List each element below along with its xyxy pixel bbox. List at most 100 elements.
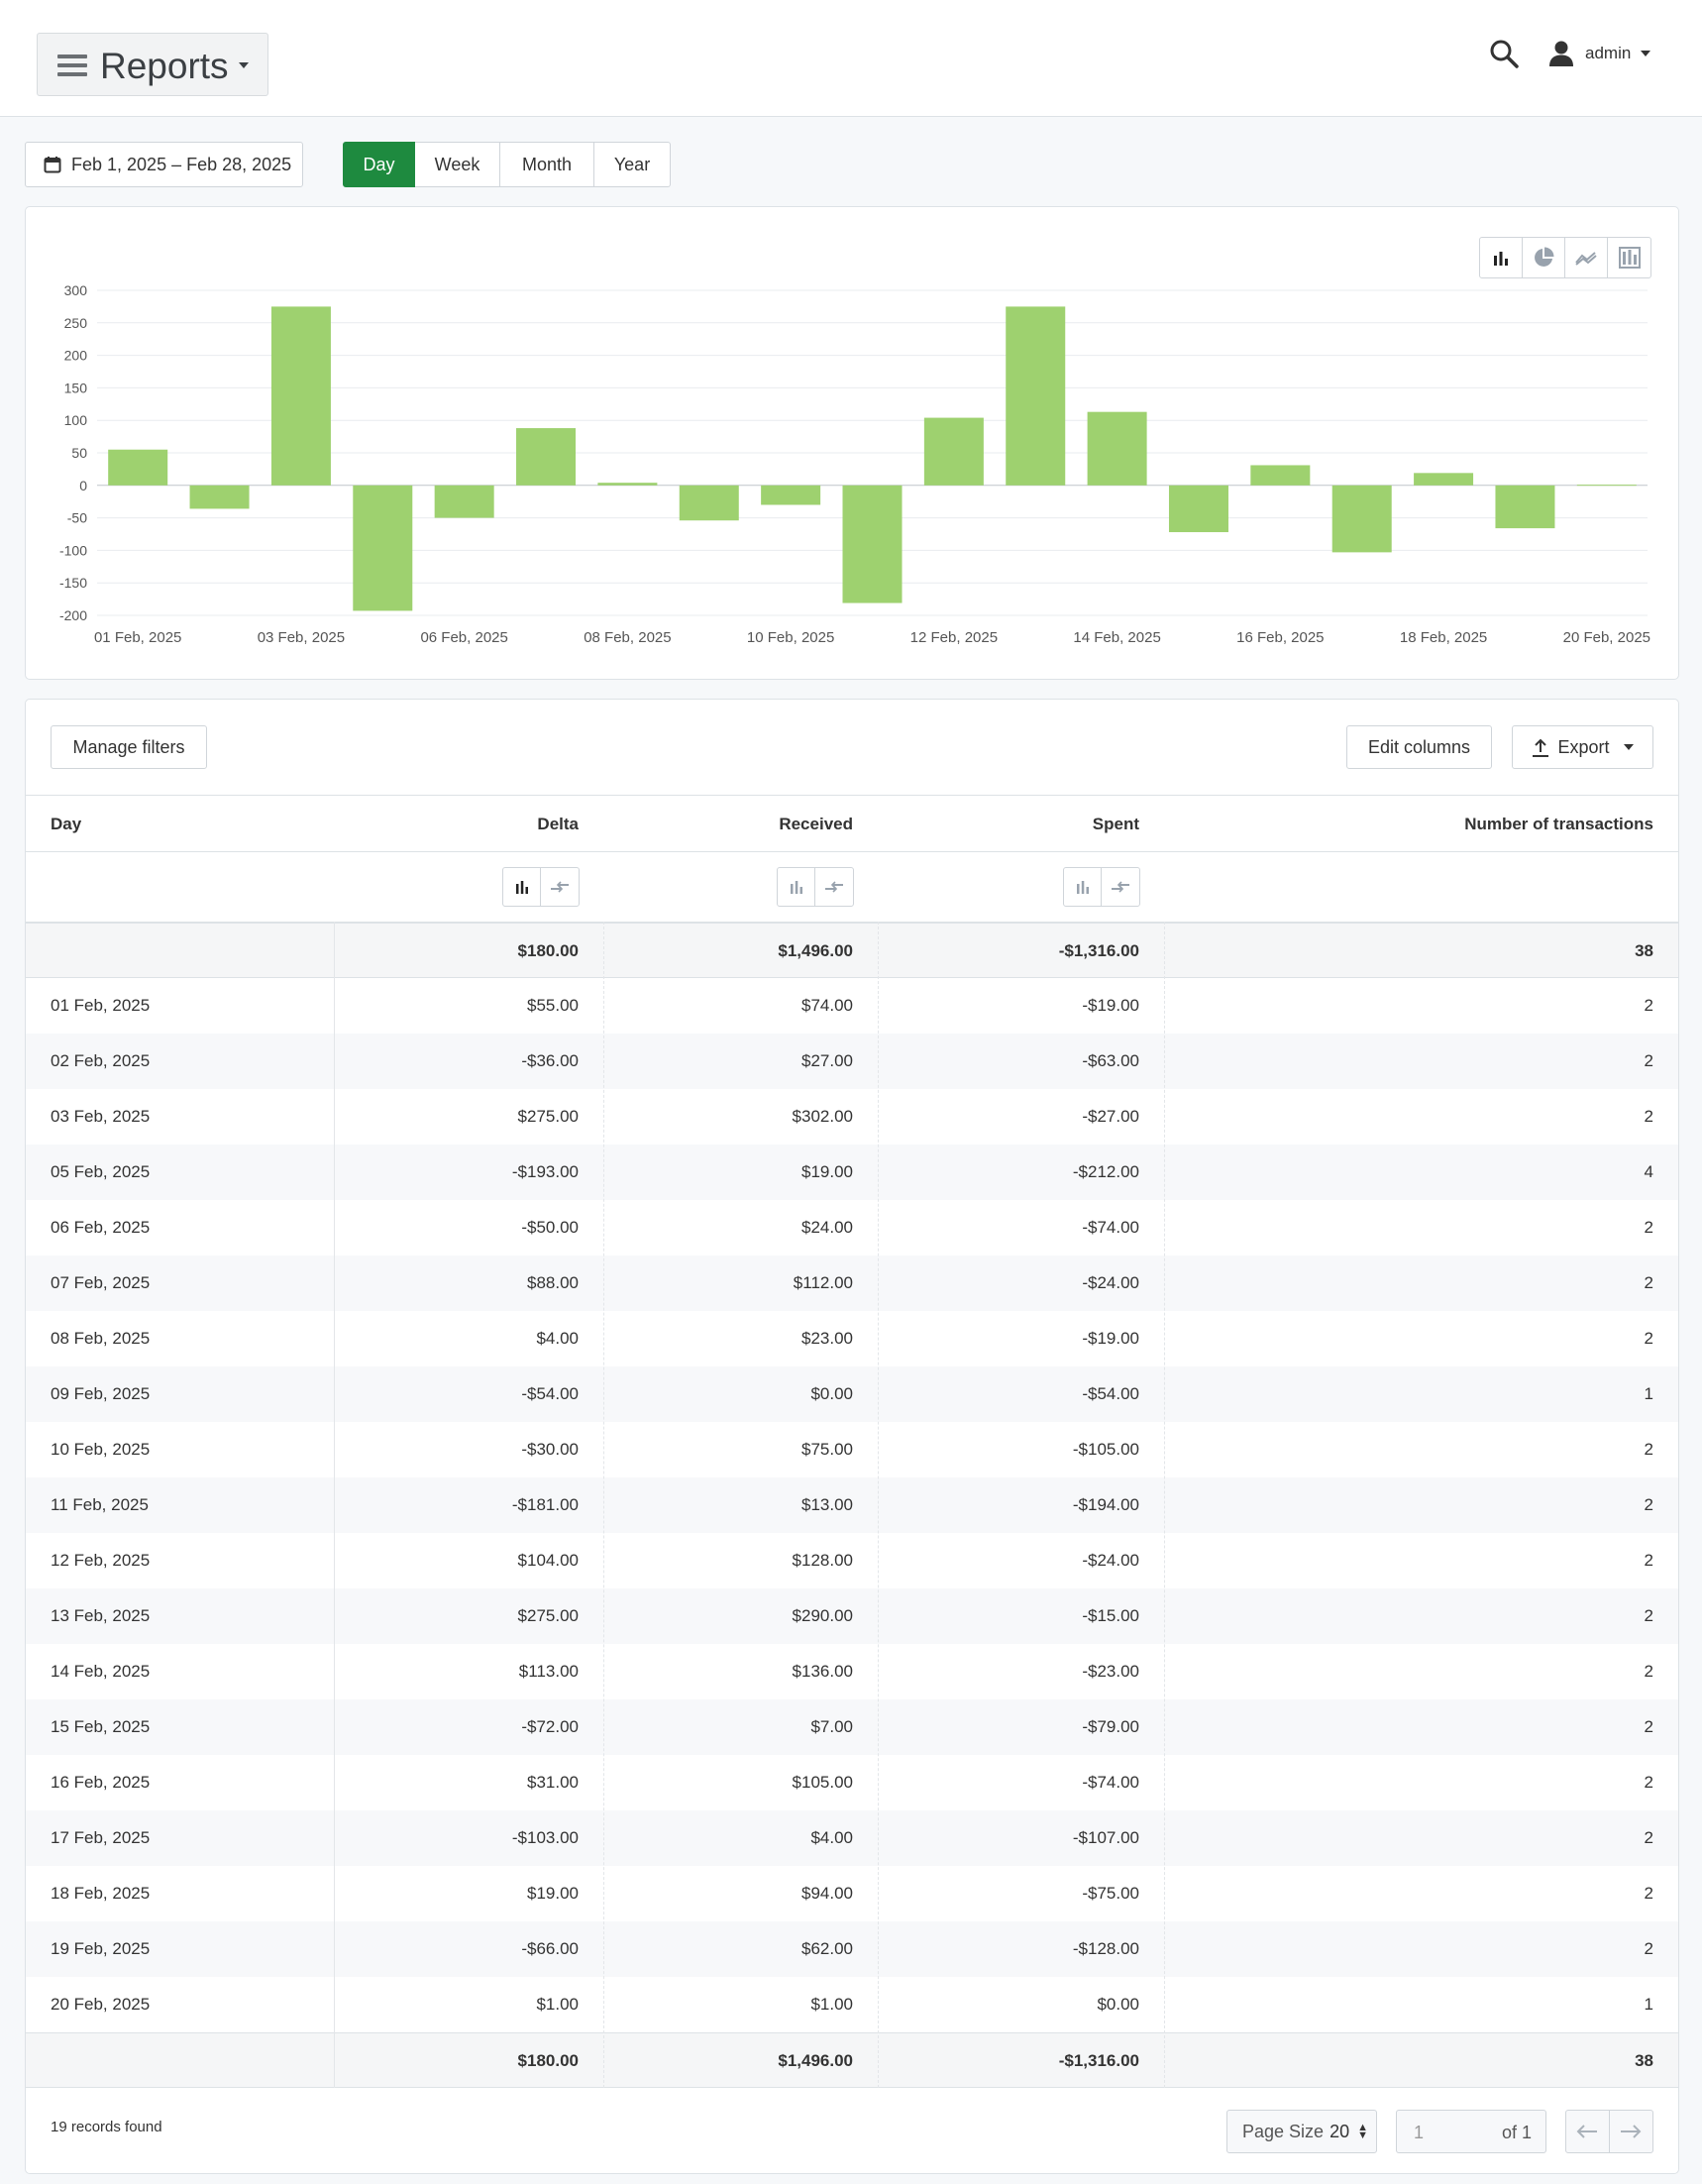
cell-received: $112.00 [793, 1273, 853, 1292]
manage-filters-button[interactable]: Manage filters [51, 725, 207, 769]
column-header-day[interactable]: Day [51, 815, 82, 833]
stacked-chart-icon[interactable] [1608, 238, 1650, 277]
cell-count: 2 [1644, 996, 1653, 1015]
cell-day: 08 Feb, 2025 [51, 1329, 151, 1348]
y-tick-label: 200 [64, 348, 88, 364]
page-input[interactable]: 1 of 1 [1396, 2110, 1546, 2153]
date-range-picker[interactable]: Feb 1, 2025 – Feb 28, 2025 [25, 142, 303, 187]
compare-arrows-icon[interactable] [1102, 868, 1139, 906]
cell-spent: -$74.00 [1082, 1773, 1139, 1792]
column-divider [1164, 922, 1165, 2088]
table-row: 10 Feb, 2025 -$30.00 $75.00 -$105.00 2 [26, 1422, 1678, 1477]
calendar-icon [44, 157, 61, 173]
cell-spent: -$54.00 [1082, 1384, 1139, 1403]
arrow-left-icon [1576, 2125, 1598, 2138]
chart-bar [1087, 411, 1147, 486]
totals-row: $180.00 $1,496.00 -$1,316.00 38 [26, 923, 1678, 978]
cell-count: 2 [1644, 1773, 1653, 1792]
date-range-label: Feb 1, 2025 – Feb 28, 2025 [71, 154, 292, 174]
user-menu[interactable]: admin [1547, 38, 1651, 69]
compare-arrows-icon[interactable] [541, 868, 579, 906]
edit-columns-button[interactable]: Edit columns [1346, 725, 1492, 769]
cell-spent: -$19.00 [1082, 996, 1139, 1015]
cell-spent: $0.00 [1097, 1995, 1139, 2014]
cell-count: 1 [1644, 1995, 1653, 2014]
cell-spent: -$19.00 [1082, 1329, 1139, 1348]
total-received: $1,496.00 [778, 941, 853, 960]
cell-delta: -$193.00 [511, 1162, 579, 1181]
column-header-received[interactable]: Received [779, 815, 853, 833]
sort-updown-icon: ▲ ▼ [1357, 2122, 1368, 2141]
total-spent: -$1,316.00 [1058, 941, 1139, 960]
cell-received: $94.00 [801, 1884, 853, 1903]
bar-chart-icon[interactable] [503, 868, 541, 906]
cell-received: $136.00 [792, 1662, 853, 1681]
column-header-spent[interactable]: Spent [1092, 815, 1139, 833]
column-divider [334, 922, 335, 2088]
cell-delta: $31.00 [527, 1773, 579, 1792]
cell-count: 2 [1644, 1884, 1653, 1903]
cell-spent: -$23.00 [1082, 1662, 1139, 1681]
cell-received: $74.00 [801, 996, 853, 1015]
cell-delta: $1.00 [536, 1995, 579, 2014]
line-chart-icon[interactable] [1565, 238, 1608, 277]
caret-down-icon [1641, 51, 1651, 56]
search-icon[interactable] [1489, 39, 1519, 68]
chart-bar [434, 485, 494, 518]
period-day-button[interactable]: Day [343, 142, 415, 187]
cell-received: $302.00 [792, 1107, 853, 1126]
chart-bar [842, 485, 903, 603]
compare-arrows-icon[interactable] [815, 868, 853, 906]
y-tick-label: 300 [64, 282, 88, 298]
chart-bar [1331, 485, 1392, 553]
page-size-select[interactable]: Page Size 20 ▲ ▼ [1226, 2110, 1377, 2153]
cell-received: $0.00 [810, 1384, 853, 1403]
total-delta: $180.00 [517, 2051, 579, 2070]
cell-day: 17 Feb, 2025 [51, 1828, 151, 1847]
x-tick-label: 10 Feb, 2025 [747, 629, 834, 646]
column-divider [603, 922, 604, 2088]
column-header-delta[interactable]: Delta [537, 815, 579, 833]
cell-delta: -$50.00 [521, 1218, 579, 1237]
cell-count: 2 [1644, 1218, 1653, 1237]
column-chart-toggles [26, 852, 1678, 923]
cell-day: 16 Feb, 2025 [51, 1773, 151, 1792]
total-received: $1,496.00 [778, 2051, 853, 2070]
cell-received: $290.00 [792, 1606, 853, 1625]
cell-delta: $19.00 [527, 1884, 579, 1903]
next-page-button[interactable] [1610, 2111, 1653, 2152]
cell-count: 2 [1644, 1662, 1653, 1681]
cell-delta: -$103.00 [511, 1828, 579, 1847]
export-button[interactable]: Export [1512, 725, 1653, 769]
bar-chart-icon[interactable] [778, 868, 815, 906]
total-spent: -$1,316.00 [1058, 2051, 1139, 2070]
total-pages: of 1 [1501, 2123, 1532, 2142]
bar-chart-icon[interactable] [1480, 238, 1523, 277]
y-tick-label: -200 [59, 607, 87, 623]
reports-menu-button[interactable]: Reports [37, 33, 268, 96]
caret-down-icon [1623, 744, 1634, 750]
period-month-button[interactable]: Month [500, 142, 594, 187]
pie-chart-icon[interactable] [1523, 238, 1565, 277]
cell-delta: $4.00 [536, 1329, 579, 1348]
x-tick-label: 03 Feb, 2025 [258, 629, 345, 646]
period-year-button[interactable]: Year [594, 142, 671, 187]
cell-count: 2 [1644, 1329, 1653, 1348]
cell-count: 2 [1644, 1107, 1653, 1126]
cell-delta: $113.00 [518, 1662, 579, 1681]
table-row: 07 Feb, 2025 $88.00 $112.00 -$24.00 2 [26, 1256, 1678, 1311]
cell-day: 01 Feb, 2025 [51, 996, 151, 1015]
page-size-label: Page Size [1242, 2121, 1325, 2141]
x-tick-label: 20 Feb, 2025 [1563, 629, 1650, 646]
bar-chart-icon[interactable] [1064, 868, 1102, 906]
cell-day: 20 Feb, 2025 [51, 1995, 151, 2014]
chart-bar [679, 485, 739, 521]
column-header-transactions[interactable]: Number of transactions [1464, 815, 1653, 833]
cell-delta: -$36.00 [521, 1051, 579, 1070]
chart-bar [353, 485, 413, 611]
prev-page-button[interactable] [1566, 2111, 1610, 2152]
period-week-button[interactable]: Week [415, 142, 500, 187]
cell-received: $1.00 [810, 1995, 853, 2014]
cell-received: $128.00 [792, 1551, 853, 1570]
cell-delta: $275.00 [517, 1606, 579, 1625]
